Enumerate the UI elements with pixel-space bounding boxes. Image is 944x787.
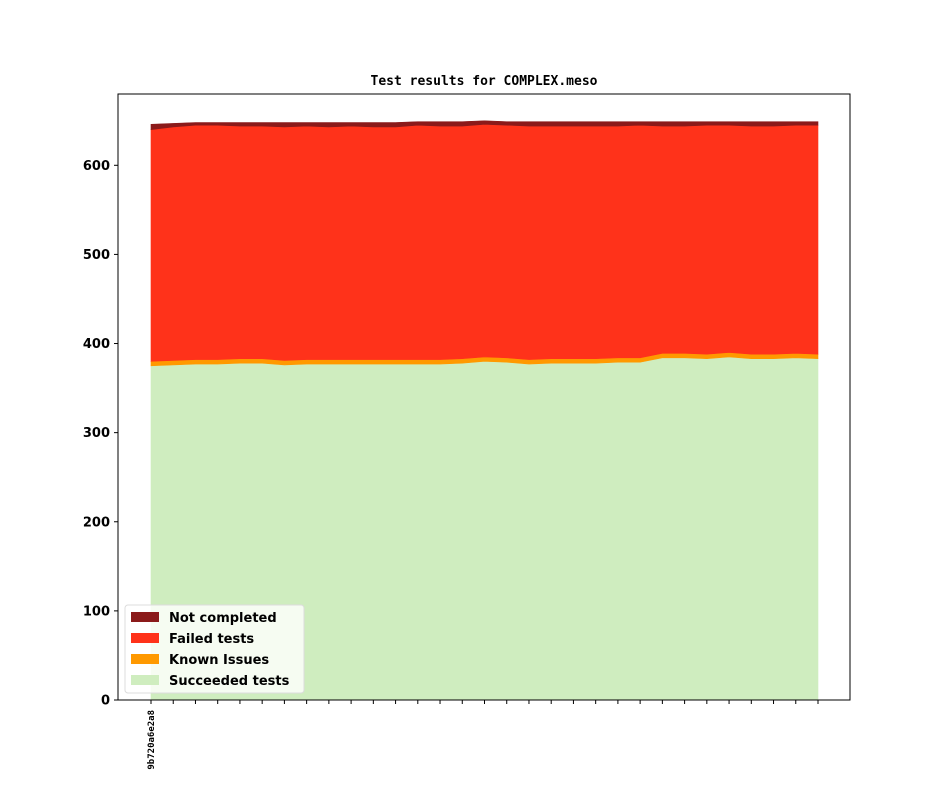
y-axis: 0 100 200 300 400 500 600 (83, 159, 118, 709)
y-tick-label: 300 (83, 426, 110, 441)
y-tick-label: 500 (83, 248, 110, 263)
legend-label-known-issues: Known Issues (169, 653, 269, 668)
legend-box (124, 604, 305, 694)
stacked-areas (150, 120, 819, 701)
legend-label-failed-tests: Failed tests (169, 632, 254, 647)
legend-swatch-known-issues (131, 654, 159, 664)
legend-label-not-completed: Not completed (169, 611, 277, 626)
y-tick-label: 100 (83, 604, 110, 619)
x-axis: 9b720a6e2a8 (147, 700, 819, 770)
x-tick-label: 9b720a6e2a8 (147, 710, 157, 770)
legend-swatch-failed-tests (131, 633, 159, 643)
chart-title: Test results for COMPLEX.meso (371, 74, 598, 89)
area-failed-tests (150, 123, 819, 362)
legend-label-succeeded-tests: Succeeded tests (169, 674, 290, 689)
legend-swatch-succeeded-tests (131, 675, 159, 685)
legend: Not completed Failed tests Known Issues Suc… (124, 604, 305, 694)
y-tick-label: 0 (101, 694, 110, 709)
y-tick-label: 600 (83, 159, 110, 174)
y-tick-label: 400 (83, 337, 110, 352)
area-not-completed (150, 120, 819, 130)
y-tick-label: 200 (83, 515, 110, 530)
legend-swatch-not-completed (131, 612, 159, 622)
